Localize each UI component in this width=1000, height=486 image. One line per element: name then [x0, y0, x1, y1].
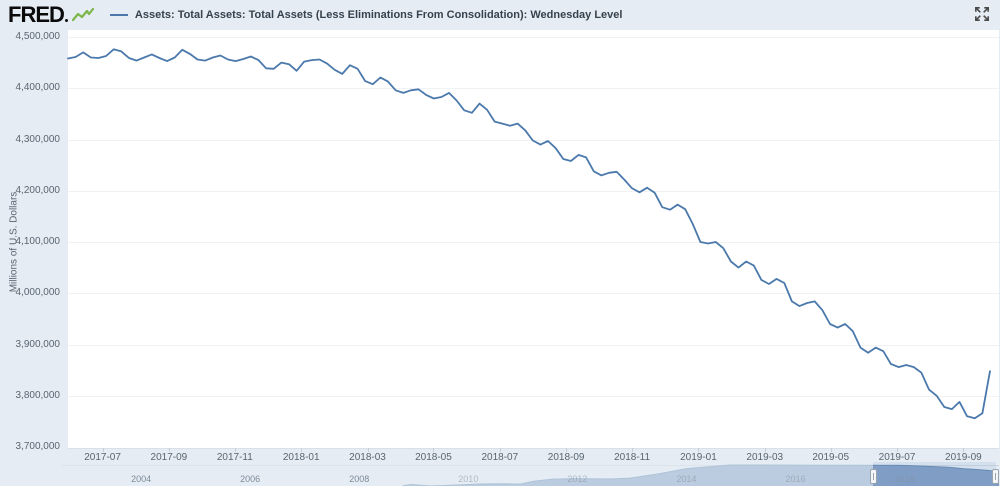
x-tick-label: 2018-05 — [415, 452, 452, 463]
x-tick-mark — [632, 448, 634, 452]
navigator-year-label: 2014 — [676, 474, 697, 484]
y-tick-label: 4,100,000 — [15, 236, 61, 247]
x-tick-mark — [499, 448, 501, 452]
navigator-track[interactable] — [62, 462, 999, 486]
legend-line-sample-icon — [109, 14, 128, 16]
y-tick-label: 4,500,000 — [15, 31, 61, 42]
x-tick-label: 2018-01 — [282, 452, 320, 463]
x-tick-label: 2018-11 — [614, 452, 651, 463]
x-tick-mark — [234, 448, 236, 452]
gridline — [68, 395, 999, 397]
gridline — [68, 190, 999, 192]
gridline — [68, 242, 999, 243]
x-tick-label: 2019-09 — [945, 452, 982, 463]
legend-item[interactable]: Assets: Total Assets: Total Assets (Less… — [109, 9, 623, 21]
x-tick-mark — [566, 448, 568, 452]
navigator-handle-left[interactable] — [870, 469, 877, 484]
chart-header: FRED Assets: Total Assets: Total Assets … — [0, 0, 1000, 30]
y-tick-label: 4,300,000 — [15, 133, 61, 145]
navigator-year-label: 2004 — [131, 474, 152, 484]
x-tick-mark — [367, 448, 369, 452]
x-tick-label: 2019-07 — [878, 452, 916, 463]
gridline — [68, 139, 999, 141]
y-tick-label: 3,800,000 — [15, 389, 61, 401]
x-tick-mark — [433, 448, 435, 452]
x-tick-label: 2019-05 — [812, 452, 850, 463]
x-tick-label: 2017-11 — [216, 452, 253, 463]
plot-area[interactable] — [68, 30, 999, 449]
legend-label: Assets: Total Assets: Total Assets (Less… — [134, 9, 623, 21]
expand-arrows-icon — [975, 7, 989, 21]
x-tick-label: 2017-07 — [84, 452, 121, 463]
x-tick-label: 2018-09 — [547, 452, 585, 463]
x-tick-mark — [301, 448, 303, 452]
navigator-year-label: 2016 — [785, 474, 806, 484]
y-tick-label: 4,400,000 — [15, 82, 61, 94]
y-tick-label: 4,000,000 — [15, 287, 61, 299]
x-tick-label: 2018-07 — [481, 452, 519, 463]
navigator-handle-right[interactable] — [992, 469, 999, 484]
fred-logo[interactable]: FRED — [8, 2, 94, 28]
y-tick-label: 3,700,000 — [15, 441, 61, 452]
navigator-year-label: 2008 — [349, 474, 370, 484]
y-tick-label: 3,900,000 — [15, 338, 61, 350]
navigator-year-label: 2010 — [458, 474, 479, 484]
x-tick-mark — [102, 448, 104, 452]
navigator-year-label: 2006 — [240, 474, 261, 484]
y-tick-label: 4,200,000 — [15, 184, 61, 196]
x-tick-label: 2019-01 — [680, 452, 717, 463]
gridline — [68, 293, 999, 295]
navigator-year-label: 2018 — [894, 474, 915, 484]
x-tick-label: 2018-03 — [349, 452, 386, 463]
x-tick-label: 2017-09 — [150, 452, 188, 463]
fred-logo-trademark-dot — [64, 19, 68, 22]
x-tick-mark — [168, 448, 170, 452]
gridline — [68, 344, 999, 346]
x-tick-mark — [698, 448, 700, 452]
x-tick-mark — [764, 448, 766, 452]
x-tick-mark — [830, 448, 832, 452]
x-tick-mark — [963, 448, 965, 452]
navigator-year-label: 2012 — [567, 474, 588, 484]
fred-logo-sparkline-icon — [71, 7, 94, 22]
gridline — [68, 88, 999, 90]
fred-logo-text: FRED — [8, 2, 65, 27]
gridline — [68, 37, 999, 38]
x-tick-mark — [897, 448, 899, 452]
expand-arrows-button[interactable] — [973, 5, 991, 23]
x-tick-label: 2019-03 — [746, 452, 784, 463]
